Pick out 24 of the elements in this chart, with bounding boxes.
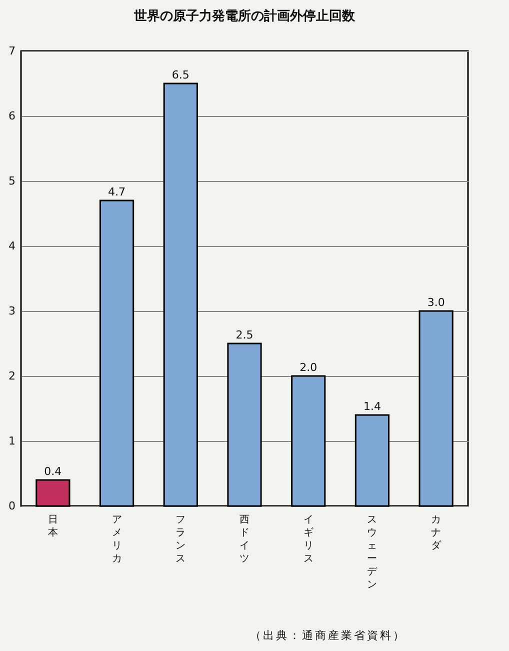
data-label: 2.5: [236, 328, 254, 342]
y-tick-label: 4: [8, 240, 16, 252]
data-label: 2.0: [300, 361, 318, 374]
y-tick-label: 3: [8, 304, 16, 318]
x-tick-label: 西ドイツ: [240, 514, 250, 564]
data-label: 0.4: [44, 465, 62, 478]
y-tick-label: 0: [8, 500, 16, 512]
x-tick-label: アメリカ: [112, 514, 122, 564]
y-tick-label: 1: [8, 434, 16, 448]
data-label: 4.7: [108, 186, 126, 198]
x-tick-label: 日本: [48, 514, 58, 538]
chart-title: 世界の原子力発電所の計画外停止回数: [133, 8, 356, 24]
y-tick-label: 7: [8, 44, 16, 58]
x-tick-label: イギリス: [303, 514, 314, 564]
data-label: 3.0: [427, 296, 445, 309]
y-tick-label: 2: [8, 370, 16, 382]
y-tick-label: 5: [8, 174, 16, 188]
data-label: 1.4: [363, 400, 381, 413]
x-tick-label: スウェーデン: [367, 514, 378, 590]
x-tick-label: フランス: [176, 514, 186, 564]
data-label: 6.5: [172, 68, 190, 82]
y-tick-label: 6: [8, 110, 16, 122]
x-tick-label: カナダ: [431, 514, 442, 552]
text: （出典：通商産業省資料）: [250, 628, 406, 643]
